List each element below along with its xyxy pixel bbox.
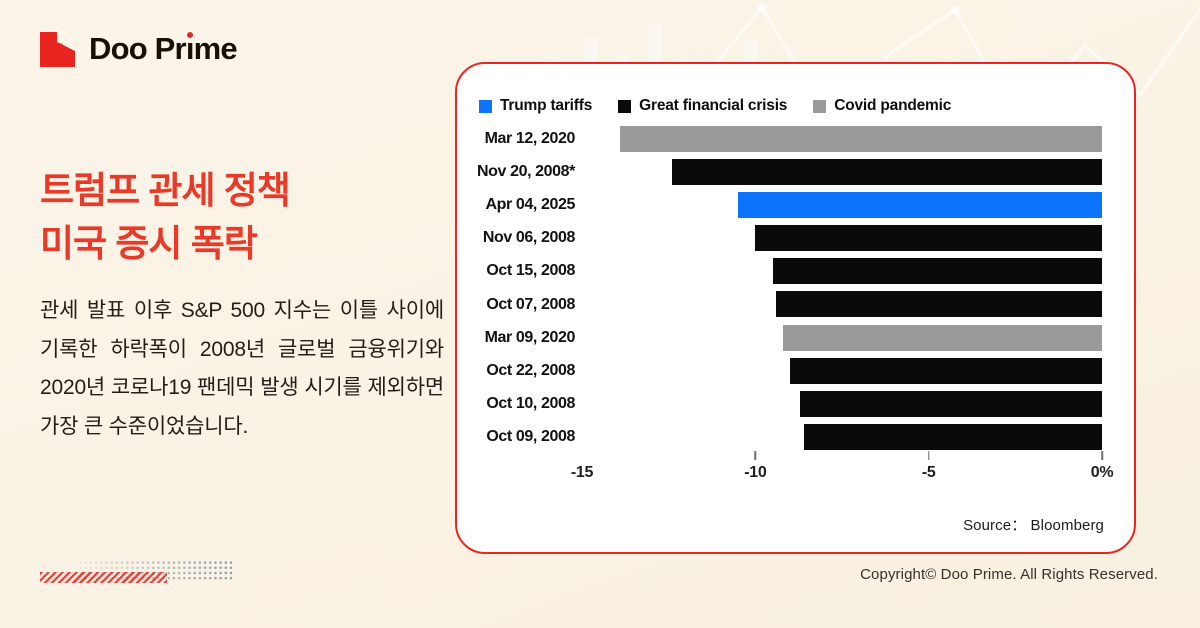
chart-row: Apr 04, 2025	[457, 188, 1134, 221]
title-line-1: 트럼프 관세 정책	[40, 170, 291, 211]
row-date-label: Mar 12, 2020	[484, 129, 576, 147]
bar-trough	[582, 191, 1102, 218]
legend-swatch-covid	[813, 99, 827, 113]
chart-bar	[800, 391, 1102, 417]
axis-tick	[1101, 451, 1103, 460]
chart-row: Mar 09, 2020	[457, 321, 1134, 354]
bar-trough	[582, 258, 1102, 285]
chart-row: Oct 07, 2008	[457, 288, 1134, 321]
axis-tick-label: -15	[570, 464, 594, 481]
chart-row: Oct 22, 2008	[457, 354, 1134, 387]
chart-bar	[672, 158, 1102, 185]
bar-trough	[582, 424, 1102, 451]
description-paragraph: 관세 발표 이후 S&P 500 지수는 이틀 사이에 기록한 하락폭이 200…	[40, 299, 444, 438]
legend-item-covid: Covid pandemic	[813, 97, 951, 115]
axis-tick-label: 0%	[1090, 464, 1114, 481]
row-date-label: Nov 06, 2008	[482, 229, 576, 247]
row-date-label: Oct 15, 2008	[486, 262, 575, 280]
chart-row: Oct 15, 2008	[457, 255, 1134, 288]
row-date-label: Oct 22, 2008	[486, 361, 575, 379]
bar-trough	[582, 391, 1102, 417]
chart-legend: Trump tariffs Great financial crisis Covid…	[479, 97, 951, 115]
chart-bar	[738, 191, 1102, 218]
chart-bar	[803, 424, 1102, 451]
chart-row: Oct 09, 2008	[457, 421, 1134, 454]
legend-item-tariffs: Trump tariffs	[479, 97, 592, 115]
chart-row: Mar 12, 2020	[457, 122, 1134, 155]
copyright-text: Copyright© Doo Prime. All Rights Reserve…	[860, 566, 1158, 583]
chart-bar	[776, 291, 1102, 318]
bar-trough	[582, 125, 1102, 152]
source-label: Source： Bloomberg	[963, 517, 1104, 534]
logo-i-dot	[186, 32, 193, 38]
logo-wordmark: Doo Prı me	[89, 31, 238, 66]
row-date-label: Apr 04, 2025	[485, 195, 576, 213]
legend-label: Trump tariffs	[500, 97, 593, 114]
axis-tick-label: -5	[921, 464, 936, 481]
bar-trough	[582, 291, 1102, 318]
chart-bar	[755, 225, 1102, 252]
legend-swatch-tariffs	[479, 99, 492, 113]
row-date-label: Nov 20, 2008*	[477, 162, 575, 180]
axis-tick	[754, 451, 757, 460]
page-title: 트럼프 관세 정책 미국 증시 폭락	[40, 164, 291, 270]
bar-trough	[582, 324, 1102, 351]
chart-bar	[790, 357, 1102, 384]
hatched-bar-decoration	[40, 572, 167, 583]
chart-bar	[772, 258, 1102, 285]
row-date-label: Mar 09, 2020	[484, 328, 576, 346]
row-date-label: Oct 07, 2008	[486, 295, 575, 313]
doo-prime-logo: Doo Prı me	[40, 30, 238, 68]
title-line-2: 미국 증시 폭락	[40, 223, 258, 264]
chart-card: Trump tariffs Great financial crisis Covid…	[455, 62, 1136, 554]
chart-row: Oct 10, 2008	[457, 388, 1134, 421]
axis-tick-label: -10	[744, 464, 767, 481]
legend-label: Great financial crisis	[639, 97, 788, 114]
legend-item-gfc: Great financial crisis	[618, 97, 787, 115]
row-date-label: Oct 10, 2008	[486, 395, 575, 413]
doo-prime-logo-icon	[40, 32, 75, 67]
legend-label: Covid pandemic	[834, 97, 952, 114]
bar-trough	[582, 357, 1102, 384]
bar-chart: Mar 12, 2020 Nov 20, 2008* Apr 04, 2025 Nov…	[457, 122, 1134, 454]
chart-bar	[783, 324, 1102, 351]
chart-row: Nov 20, 2008*	[457, 155, 1134, 188]
chart-row: Nov 06, 2008	[457, 222, 1134, 255]
chart-bar	[620, 125, 1102, 152]
x-axis: -15 -10 -5 0%	[571, 451, 1114, 487]
bar-trough	[582, 225, 1102, 252]
row-date-label: Oct 09, 2008	[486, 428, 575, 446]
bar-trough	[582, 158, 1102, 185]
axis-tick	[927, 451, 930, 460]
legend-swatch-gfc	[618, 99, 632, 113]
